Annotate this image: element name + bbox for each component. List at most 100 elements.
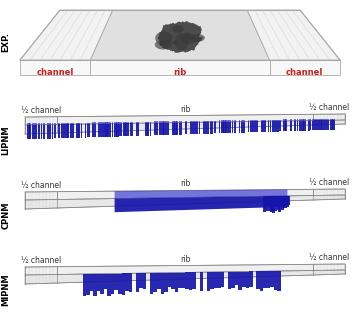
Text: EXP.: EXP.	[1, 32, 10, 52]
Polygon shape	[248, 120, 249, 122]
Polygon shape	[242, 272, 246, 287]
Polygon shape	[254, 121, 257, 132]
Polygon shape	[161, 121, 164, 123]
Polygon shape	[125, 124, 127, 136]
Polygon shape	[69, 123, 72, 124]
Polygon shape	[203, 121, 205, 122]
Polygon shape	[175, 33, 189, 50]
Polygon shape	[284, 196, 287, 208]
Polygon shape	[217, 272, 221, 288]
Polygon shape	[87, 123, 90, 124]
Polygon shape	[168, 121, 169, 123]
Polygon shape	[325, 120, 328, 130]
Polygon shape	[81, 124, 82, 138]
Polygon shape	[145, 123, 147, 136]
Polygon shape	[190, 123, 192, 134]
Polygon shape	[210, 122, 213, 134]
Polygon shape	[85, 124, 87, 138]
Polygon shape	[274, 120, 277, 121]
Polygon shape	[159, 123, 161, 135]
Polygon shape	[282, 196, 285, 208]
Polygon shape	[65, 125, 68, 138]
Polygon shape	[164, 273, 168, 291]
Text: ½ channel: ½ channel	[309, 103, 349, 112]
Polygon shape	[263, 120, 266, 121]
Polygon shape	[203, 122, 205, 134]
Polygon shape	[130, 122, 132, 123]
Polygon shape	[61, 123, 63, 125]
Polygon shape	[261, 120, 263, 121]
Polygon shape	[183, 32, 191, 39]
Polygon shape	[267, 271, 270, 288]
Polygon shape	[34, 123, 36, 125]
Polygon shape	[223, 122, 226, 133]
Polygon shape	[125, 274, 129, 291]
Polygon shape	[234, 122, 236, 133]
Polygon shape	[92, 124, 95, 137]
Polygon shape	[234, 120, 236, 122]
Polygon shape	[270, 120, 271, 121]
Polygon shape	[199, 121, 200, 122]
Polygon shape	[279, 121, 281, 131]
Polygon shape	[303, 119, 306, 121]
Polygon shape	[20, 10, 113, 60]
Polygon shape	[246, 272, 249, 288]
Polygon shape	[185, 123, 188, 134]
Polygon shape	[25, 195, 345, 209]
Polygon shape	[219, 121, 220, 122]
Polygon shape	[36, 125, 38, 139]
Polygon shape	[150, 123, 151, 136]
Polygon shape	[214, 121, 216, 122]
Polygon shape	[263, 121, 266, 132]
Polygon shape	[172, 123, 175, 135]
Polygon shape	[221, 122, 223, 133]
Polygon shape	[260, 271, 263, 291]
Polygon shape	[257, 120, 258, 121]
Polygon shape	[205, 122, 208, 134]
Polygon shape	[225, 120, 228, 122]
Polygon shape	[279, 120, 281, 121]
Polygon shape	[312, 119, 314, 121]
Polygon shape	[176, 121, 178, 123]
Polygon shape	[214, 272, 217, 289]
Polygon shape	[250, 120, 252, 122]
Polygon shape	[294, 121, 296, 131]
Polygon shape	[328, 120, 329, 130]
Polygon shape	[232, 120, 233, 122]
Polygon shape	[94, 123, 96, 124]
Polygon shape	[312, 121, 314, 130]
Polygon shape	[277, 271, 281, 291]
Polygon shape	[239, 120, 240, 122]
Text: CPNM: CPNM	[1, 201, 10, 229]
Polygon shape	[189, 34, 205, 42]
Polygon shape	[54, 123, 56, 125]
Polygon shape	[63, 125, 65, 138]
Polygon shape	[114, 122, 117, 124]
Polygon shape	[299, 119, 301, 121]
Polygon shape	[112, 124, 113, 137]
Polygon shape	[139, 273, 143, 288]
Polygon shape	[210, 121, 213, 122]
Polygon shape	[154, 123, 156, 135]
Polygon shape	[32, 124, 34, 125]
Polygon shape	[136, 273, 139, 292]
Polygon shape	[175, 273, 178, 292]
Polygon shape	[67, 124, 69, 138]
Polygon shape	[193, 273, 196, 289]
Polygon shape	[296, 119, 298, 121]
Polygon shape	[189, 273, 193, 290]
Polygon shape	[176, 123, 178, 135]
Polygon shape	[91, 10, 270, 60]
Polygon shape	[274, 196, 277, 211]
Polygon shape	[330, 120, 333, 130]
Polygon shape	[168, 273, 171, 288]
Polygon shape	[98, 124, 101, 137]
Polygon shape	[110, 124, 111, 137]
Polygon shape	[265, 196, 267, 207]
Polygon shape	[225, 122, 228, 133]
Polygon shape	[58, 123, 61, 125]
Polygon shape	[321, 120, 323, 130]
Polygon shape	[174, 123, 177, 135]
Polygon shape	[316, 120, 319, 130]
Polygon shape	[157, 273, 160, 289]
